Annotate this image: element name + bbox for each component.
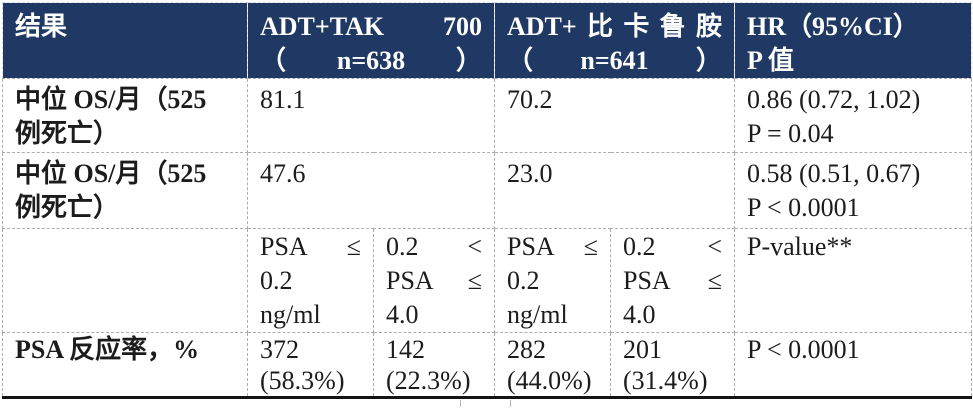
next-row-border-remnant-left xyxy=(460,400,461,407)
cell-os2-arm1-value: 47.6 xyxy=(247,152,495,229)
header-cell-outcome: 结果 xyxy=(2,2,248,79)
header-cell-hr-pvalue: HR（95%CI） P 值 xyxy=(734,2,972,79)
table-header-row: 结果 ADT+TAK 700 （n=638） ADT+比卡鲁胺 （n=641） … xyxy=(2,2,972,79)
table-row-os-1: 中位 OS/月（525 例死亡） 81.1 70.2 0.86 (0.72, 1… xyxy=(2,78,972,153)
cell-psa-response-label: PSA 反应率，% xyxy=(2,332,248,398)
cell-psa-range-arm2-low: PSA ≤ 0.2 ng/ml xyxy=(494,228,611,333)
table-row-psa-range-subheader: PSA ≤ 0.2 ng/ml 0.2 < PSA ≤ 4.0 PSA ≤ 0.… xyxy=(2,228,972,333)
cell-psa-range-arm1-low: PSA ≤ 0.2 ng/ml xyxy=(247,228,374,333)
next-row-border-remnant-right xyxy=(510,400,511,407)
cell-psa-response-arm1-high: 142 (22.3%) xyxy=(373,332,495,398)
header-cell-arm1-adt-tak700: ADT+TAK 700 （n=638） xyxy=(247,2,495,79)
cell-psa-response-arm1-low: 372 (58.3%) xyxy=(247,332,374,398)
cell-os1-arm1-value: 81.1 xyxy=(247,78,495,153)
cell-psa-response-pvalue: P < 0.0001 xyxy=(734,332,972,398)
cell-psa-range-arm2-high: 0.2 < PSA ≤ 4.0 xyxy=(610,228,735,333)
cell-os1-arm2-value: 70.2 xyxy=(494,78,735,153)
cell-os2-label: 中位 OS/月（525 例死亡） xyxy=(2,152,248,229)
clinical-results-table: 结果 ADT+TAK 700 （n=638） ADT+比卡鲁胺 （n=641） … xyxy=(2,2,972,399)
cell-os2-hr-pvalue: 0.58 (0.51, 0.67) P < 0.0001 xyxy=(734,152,972,229)
cell-psa-range-pvalue-label: P-value** xyxy=(734,228,972,333)
cell-os1-hr-pvalue: 0.86 (0.72, 1.02) P = 0.04 xyxy=(734,78,972,153)
header-cell-arm2-adt-bicalutamide: ADT+比卡鲁胺 （n=641） xyxy=(494,2,735,79)
cell-psa-response-arm2-low: 282 (44.0%) xyxy=(494,332,611,398)
table-row-os-2: 中位 OS/月（525 例死亡） 47.6 23.0 0.58 (0.51, 0… xyxy=(2,152,972,229)
cell-psa-range-arm1-high: 0.2 < PSA ≤ 4.0 xyxy=(373,228,495,333)
cell-psa-range-empty xyxy=(2,228,248,333)
cell-os2-arm2-value: 23.0 xyxy=(494,152,735,229)
table-row-psa-response-rate: PSA 反应率，% 372 (58.3%) 142 (22.3%) 282 (4… xyxy=(2,332,972,398)
cell-psa-response-arm2-high: 201 (31.4%) xyxy=(610,332,735,398)
cell-os1-label: 中位 OS/月（525 例死亡） xyxy=(2,78,248,153)
